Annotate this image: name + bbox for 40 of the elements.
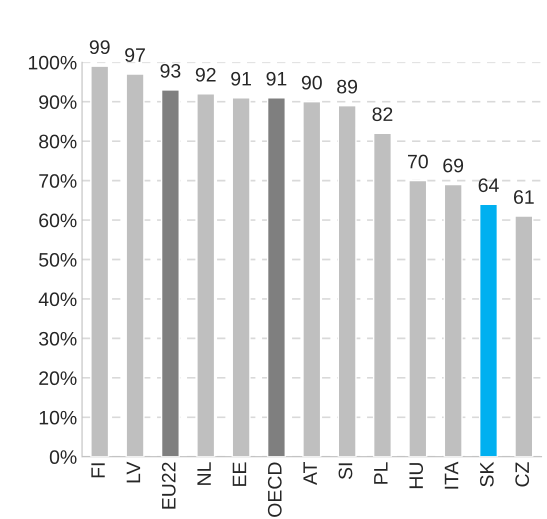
x-tick-label: CZ	[515, 462, 530, 487]
x-tick-label: NL	[197, 462, 211, 485]
y-tick-label: 100%	[28, 56, 76, 70]
y-tick-label: 40%	[38, 292, 76, 306]
y-tick-label: 10%	[40, 410, 76, 425]
y-tick-label: 70%	[39, 174, 76, 188]
x-tick-label: FI	[91, 463, 105, 478]
bar	[478, 204, 498, 457]
data-label: 93	[160, 64, 180, 78]
y-tick-label: 0%	[50, 450, 76, 464]
y-tick-label: 90%	[39, 95, 76, 109]
x-tick-label: EE	[232, 462, 246, 486]
data-label: 64	[478, 178, 499, 192]
x-tick-label: AT	[303, 462, 317, 485]
data-label: 82	[372, 107, 392, 122]
y-tick-label: 80%	[39, 134, 76, 148]
x-tick-label: PL	[374, 462, 388, 484]
y-tick-label: 20%	[39, 371, 76, 386]
data-label: 97	[125, 48, 145, 62]
y-tick-label: 50%	[39, 252, 76, 267]
data-label: 91	[231, 72, 251, 86]
data-label: 89	[337, 80, 358, 94]
data-label: 61	[514, 190, 534, 204]
bar	[266, 97, 286, 457]
x-tick-label: OECD	[268, 462, 282, 517]
data-label: 90	[302, 76, 322, 90]
data-label: 92	[196, 68, 216, 82]
x-tick-label: HU	[409, 463, 424, 488]
x-tick-label: ITA	[444, 462, 458, 489]
y-tick-label: 60%	[39, 214, 76, 228]
bar	[160, 89, 180, 457]
x-tick-label: LV	[126, 462, 140, 482]
data-label: 99	[90, 40, 110, 54]
data-label: 70	[408, 154, 428, 168]
y-tick-label: 30%	[39, 332, 76, 346]
x-tick-label: EU22	[162, 462, 176, 509]
x-tick-label: SI	[338, 463, 352, 480]
data-label: 91	[266, 72, 286, 86]
data-label: 69	[443, 158, 464, 172]
x-tick-label: SK	[480, 462, 494, 487]
